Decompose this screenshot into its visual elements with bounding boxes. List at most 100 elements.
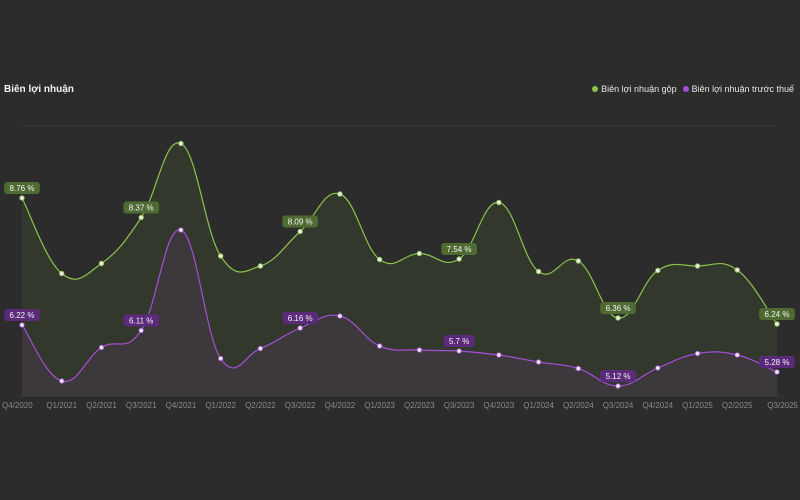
data-point-s1-3: [138, 327, 144, 334]
legend-label-gross: Biên lợi nhuận gộp: [601, 84, 677, 94]
data-point-s0-1: [59, 270, 65, 277]
data-label-s1-15: 5.12 %: [600, 370, 636, 382]
data-label-text: 6.11 %: [129, 316, 153, 325]
data-point-s1-10: [416, 347, 423, 353]
legend-dot-pretax: [682, 86, 689, 92]
data-label-text: 8.09 %: [288, 217, 313, 226]
x-tick-label: Q4/2020: [2, 401, 33, 410]
x-tick-label: Q1/2021: [46, 401, 77, 410]
data-point-s0-19: [774, 321, 780, 327]
x-tick-label: Q4/2021: [166, 401, 197, 410]
data-point-s1-4: [178, 227, 184, 233]
data-label-bg: [4, 182, 40, 194]
legend-item-gross[interactable]: Biên lợi nhuận gộp: [592, 84, 677, 94]
data-label-bg: [600, 302, 636, 314]
data-label-bg: [759, 356, 795, 368]
x-tick-label: Q1/2023: [364, 401, 395, 410]
data-point-s1-14: [575, 365, 582, 372]
data-label-bg: [123, 201, 160, 214]
data-label-text: 6.16 %: [288, 314, 313, 323]
data-label-bg: [759, 308, 795, 320]
data-point-s1-11: [456, 348, 462, 354]
legend-label-pretax: Biên lợi nhuận trước thuế: [691, 84, 794, 94]
data-point-s0-18: [734, 267, 740, 273]
data-point-s1-12: [496, 352, 502, 358]
data-label-bg: [282, 312, 318, 324]
data-point-s1-17: [694, 350, 701, 357]
data-label-text: 7.54 %: [447, 245, 472, 254]
x-tick-label: Q1/2025: [682, 401, 713, 410]
x-tick-label: Q1/2024: [523, 401, 554, 410]
data-label-bg: [282, 215, 318, 228]
data-label-s0-19: 6.24 %: [759, 308, 795, 320]
x-tick-label: Q3/2025: [767, 401, 798, 410]
data-label-text: 8.76 %: [10, 184, 35, 193]
data-point-s1-1: [59, 378, 65, 384]
data-label-text: 5.12 %: [606, 372, 631, 381]
data-point-s0-6: [257, 263, 264, 269]
data-label-s1-0: 6.22 %: [4, 309, 40, 321]
legend-dot-gross: [592, 86, 599, 92]
data-point-s1-13: [535, 359, 542, 365]
data-point-s1-2: [98, 344, 105, 351]
data-point-s0-10: [416, 250, 423, 257]
x-tick-label: Q2/2024: [563, 401, 594, 410]
data-label-s1-3: 6.11 %: [123, 314, 160, 327]
data-label-s0-3: 8.37 %: [123, 201, 160, 214]
x-tick-label: Q3/2024: [603, 401, 634, 410]
x-tick-label: Q2/2021: [86, 401, 117, 410]
data-point-s0-15: [615, 315, 621, 321]
data-label-text: 6.24 %: [765, 310, 790, 319]
data-label-bg: [600, 370, 636, 382]
data-label-s1-19: 5.28 %: [759, 356, 795, 368]
data-label-s0-15: 6.36 %: [600, 302, 636, 314]
chart-title: Biên lợi nhuận: [4, 84, 74, 95]
data-point-s1-7: [297, 325, 303, 331]
data-label-text: 8.37 %: [129, 203, 154, 212]
data-label-bg: [123, 314, 160, 327]
data-point-s0-5: [217, 253, 224, 259]
data-point-s0-2: [98, 260, 105, 267]
data-point-s0-13: [535, 268, 542, 275]
data-point-s0-16: [655, 267, 661, 274]
data-label-text: 5.28 %: [765, 358, 790, 367]
data-point-s0-14: [575, 258, 582, 264]
x-tick-label: Q2/2023: [404, 401, 435, 410]
x-tick-label: Q2/2022: [245, 401, 276, 410]
data-label-bg: [4, 309, 40, 321]
x-tick-label: Q4/2022: [325, 401, 356, 410]
x-tick-label: Q3/2022: [285, 401, 316, 410]
legend-item-pretax[interactable]: Biên lợi nhuận trước thuế: [682, 84, 794, 94]
data-point-s0-11: [456, 256, 462, 262]
data-point-s1-5: [217, 355, 224, 362]
data-point-s1-6: [257, 345, 264, 352]
data-point-s1-9: [376, 343, 383, 349]
data-label-s0-7: 8.09 %: [282, 215, 318, 228]
x-tick-label: Q3/2023: [444, 401, 475, 410]
x-tick-label: Q3/2021: [126, 401, 157, 410]
x-tick-label: Q4/2024: [642, 401, 673, 410]
data-point-s1-16: [655, 365, 661, 371]
data-point-s1-0: [19, 322, 25, 328]
x-tick-label: Q4/2023: [483, 401, 514, 410]
data-label-bg: [441, 243, 477, 255]
data-point-s0-4: [178, 140, 184, 147]
data-point-s1-15: [615, 383, 621, 389]
data-point-s0-17: [694, 263, 701, 269]
data-label-text: 6.22 %: [10, 311, 35, 320]
data-point-s0-8: [337, 191, 343, 197]
data-point-s0-7: [297, 228, 303, 235]
data-point-s0-0: [19, 195, 25, 201]
data-point-s1-8: [337, 313, 343, 319]
data-point-s1-18: [734, 352, 740, 358]
data-point-s1-19: [774, 369, 780, 375]
data-point-s0-3: [138, 214, 144, 221]
data-label-text: 6.36 %: [606, 304, 631, 313]
legend: Biên lợi nhuận gộp Biên lợi nhuận trước …: [592, 84, 794, 94]
x-tick-label: Q2/2025: [722, 401, 753, 410]
x-tick-label: Q1/2022: [205, 401, 236, 410]
data-point-s0-12: [496, 199, 502, 206]
data-label-bg: [443, 335, 475, 347]
